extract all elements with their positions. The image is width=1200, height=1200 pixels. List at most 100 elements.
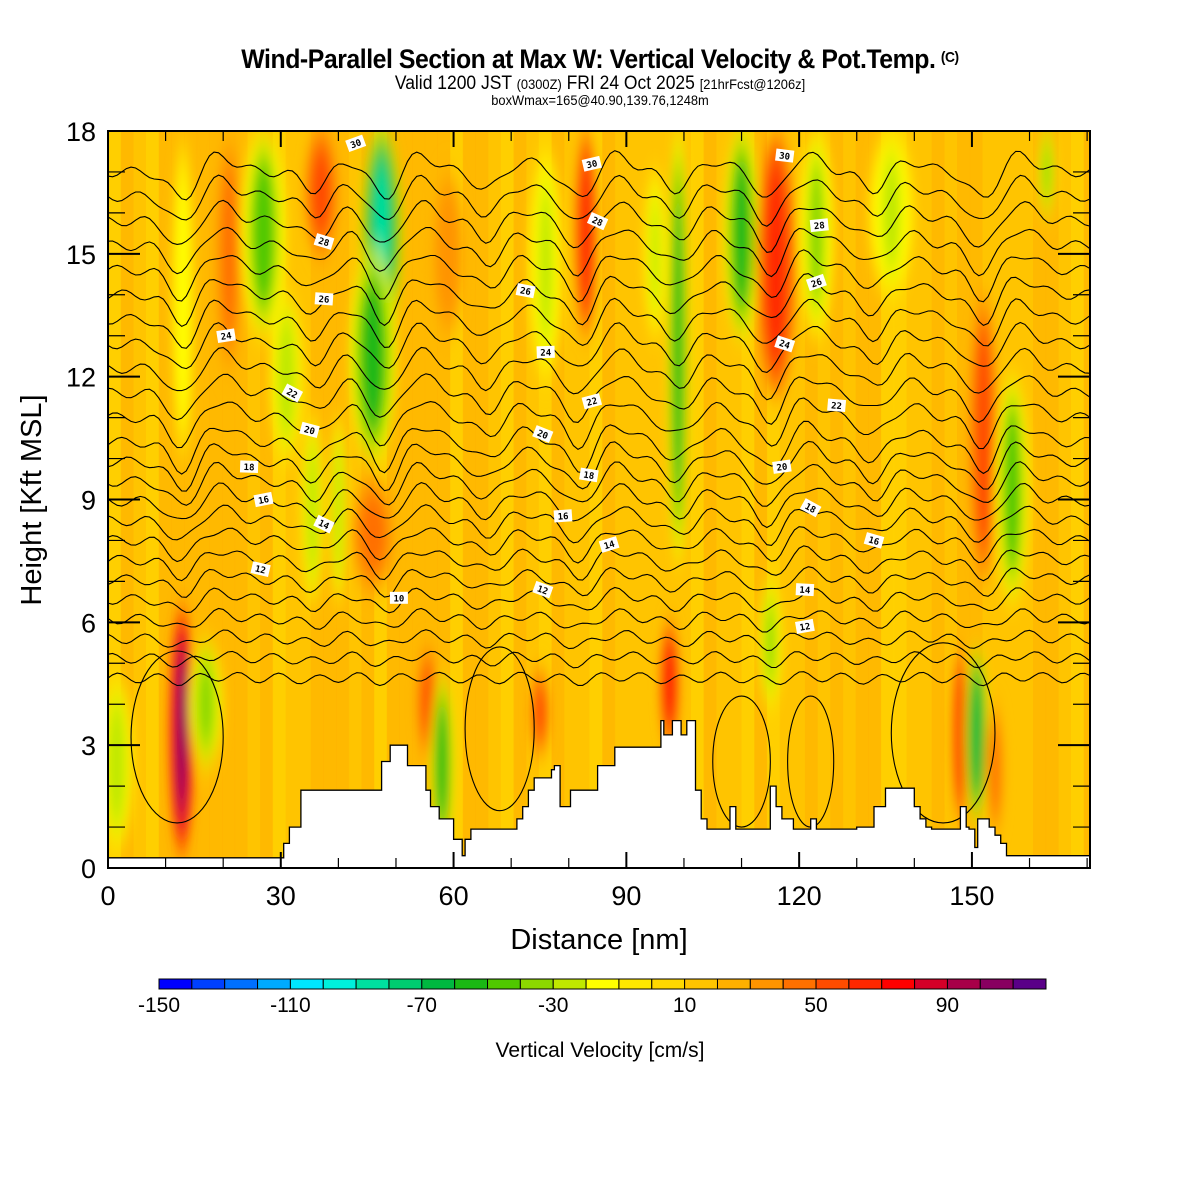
contour-label-box bbox=[794, 618, 815, 634]
w-field-column bbox=[931, 131, 945, 868]
y-axis-tick-labels: 0 3 6 9 12 15 18 bbox=[66, 117, 96, 884]
w-field-streak bbox=[538, 182, 553, 346]
theta-contour-line bbox=[108, 249, 1090, 303]
w-field-streak bbox=[765, 598, 775, 688]
contour-label-box bbox=[536, 345, 555, 359]
w-field-column bbox=[842, 131, 857, 868]
contour-label-box bbox=[774, 335, 796, 353]
theta-contour-line bbox=[108, 586, 1090, 614]
colorbar-tick-label: -110 bbox=[270, 994, 310, 1017]
w-field-column bbox=[906, 131, 920, 868]
w-field-streak bbox=[674, 191, 683, 501]
contour-label-box bbox=[579, 467, 599, 483]
contour-label-box bbox=[532, 425, 554, 443]
subtitle-date: FRI 24 Oct 2025 bbox=[566, 73, 695, 94]
contour-label-text: 28 bbox=[317, 237, 330, 250]
contour-label: 18 bbox=[579, 467, 599, 483]
w-field-streak bbox=[768, 168, 785, 360]
colorbar-tick-label: 10 bbox=[673, 994, 696, 1017]
w-field-column bbox=[602, 131, 616, 868]
w-field-column bbox=[716, 131, 730, 868]
contour-label-text: 28 bbox=[590, 216, 604, 230]
contour-label: 26 bbox=[314, 292, 334, 306]
theta-contour-line bbox=[108, 373, 1090, 425]
w-field-column bbox=[462, 131, 477, 868]
theta-contours bbox=[108, 150, 1090, 828]
contour-label-box bbox=[598, 536, 620, 553]
contour-label-box bbox=[313, 514, 335, 534]
colorbar-segment bbox=[388, 978, 423, 990]
contour-label: 14 bbox=[598, 536, 620, 553]
contour-label-text: 30 bbox=[349, 138, 363, 151]
contour-label: 26 bbox=[805, 273, 827, 292]
colorbar-segment bbox=[946, 978, 981, 990]
w-field-streak bbox=[535, 682, 545, 742]
contour-label-box bbox=[216, 328, 236, 344]
colorbar-segment bbox=[585, 978, 620, 990]
y-tick-label: 6 bbox=[81, 608, 96, 638]
w-field-streak bbox=[440, 194, 455, 313]
w-field-column bbox=[500, 131, 515, 868]
colorbar-segment bbox=[979, 978, 1014, 990]
contour-label-box bbox=[772, 459, 792, 474]
colorbar-segment bbox=[355, 978, 390, 990]
contour-label: 12 bbox=[250, 561, 271, 577]
x-axis-tick-labels: 0 30 60 90 120 150 bbox=[100, 881, 994, 911]
contour-label-text: 18 bbox=[243, 463, 254, 473]
y-tick-label: 18 bbox=[66, 117, 96, 147]
w-field-streak bbox=[334, 443, 342, 577]
colorbar-segment bbox=[158, 978, 193, 990]
x-tick-label: 120 bbox=[777, 881, 822, 911]
y-axis-title: Height [Kft MSL] bbox=[16, 394, 48, 605]
contour-label: 16 bbox=[553, 509, 573, 523]
w-field-streak bbox=[363, 494, 383, 575]
w-field-streak bbox=[734, 159, 749, 308]
w-field-streak bbox=[437, 703, 447, 825]
contour-label-box bbox=[314, 292, 334, 306]
theta-contour-line bbox=[108, 440, 1090, 492]
contour-label-box bbox=[586, 211, 609, 231]
w-field-streak bbox=[1043, 142, 1051, 202]
colorbar bbox=[158, 978, 1047, 990]
colorbar-segment bbox=[224, 978, 259, 990]
contour-label-text: 12 bbox=[535, 584, 549, 597]
w-field-column bbox=[627, 131, 641, 868]
theta-contour-line bbox=[130, 650, 224, 824]
chart-subtitle: Valid 1200 JST (0300Z) FRI 24 Oct 2025 [… bbox=[48, 73, 1152, 95]
contour-label-text: 24 bbox=[220, 331, 233, 343]
contour-label-box bbox=[863, 532, 885, 549]
contour-label-text: 14 bbox=[799, 586, 811, 597]
contour-label-text: 28 bbox=[814, 221, 826, 232]
contour-label-box bbox=[532, 580, 554, 599]
contour-label-text: 20 bbox=[535, 429, 549, 442]
colorbar-segment bbox=[881, 978, 916, 990]
w-field-streak bbox=[977, 334, 990, 542]
contour-label: 16 bbox=[863, 532, 885, 549]
contour-label: 10 bbox=[389, 591, 408, 604]
contour-label-box bbox=[809, 218, 829, 233]
w-field-streak bbox=[665, 639, 674, 728]
w-field-features bbox=[108, 131, 1056, 852]
contour-labels: 30 28 26 24 22 20 18 16 14 12 10 30 28 26 24 22 20 18 16 14… bbox=[216, 134, 885, 634]
colorbar-segment bbox=[191, 978, 226, 990]
w-field-streak bbox=[1005, 408, 1020, 571]
contour-label-box bbox=[827, 398, 847, 413]
colorbar-segment bbox=[487, 978, 521, 990]
w-field-column bbox=[285, 131, 299, 868]
contour-label: 28 bbox=[809, 218, 829, 233]
theta-contour-line bbox=[108, 397, 1090, 451]
colorbar-tick-label: 50 bbox=[804, 994, 827, 1017]
contour-label-box bbox=[553, 509, 573, 523]
w-field-column bbox=[1032, 131, 1047, 868]
contour-label: 12 bbox=[794, 618, 815, 634]
w-field-column bbox=[880, 131, 895, 868]
w-field-streak bbox=[971, 674, 982, 796]
contour-label: 24 bbox=[216, 328, 236, 344]
contour-label-box bbox=[345, 134, 367, 153]
w-field-streak bbox=[809, 159, 824, 308]
contour-label-text: 16 bbox=[867, 536, 880, 549]
title-units-suffix: (C) bbox=[940, 49, 959, 66]
w-field-streak bbox=[199, 660, 213, 749]
contour-label: 30 bbox=[775, 148, 795, 163]
contour-label-box bbox=[389, 591, 408, 604]
